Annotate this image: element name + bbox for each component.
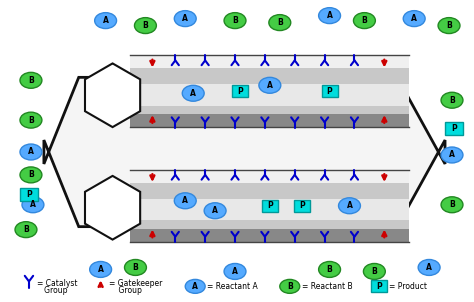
Ellipse shape — [280, 279, 300, 293]
Bar — [372, 280, 387, 292]
Bar — [20, 188, 38, 201]
Text: A: A — [232, 267, 238, 276]
Text: B: B — [449, 96, 455, 105]
Text: B: B — [287, 282, 292, 291]
Ellipse shape — [174, 11, 196, 27]
Ellipse shape — [259, 77, 281, 93]
Text: A: A — [426, 263, 432, 272]
Ellipse shape — [441, 197, 463, 213]
Polygon shape — [44, 77, 445, 226]
Text: B: B — [327, 265, 332, 274]
Polygon shape — [85, 176, 140, 239]
Ellipse shape — [182, 85, 204, 101]
Text: A: A — [28, 147, 34, 156]
Bar — [130, 56, 409, 68]
Ellipse shape — [125, 259, 146, 275]
Bar — [322, 85, 337, 97]
Text: A: A — [411, 14, 417, 23]
Bar — [294, 200, 310, 212]
Text: P: P — [451, 124, 457, 133]
Ellipse shape — [95, 13, 117, 29]
Ellipse shape — [22, 197, 44, 213]
Ellipse shape — [135, 18, 156, 34]
Ellipse shape — [185, 279, 205, 293]
Text: Group: Group — [37, 286, 67, 295]
Bar — [262, 200, 278, 212]
Ellipse shape — [174, 193, 196, 209]
Ellipse shape — [204, 203, 226, 219]
Ellipse shape — [319, 262, 340, 278]
Text: B: B — [28, 116, 34, 125]
Text: A: A — [190, 89, 196, 98]
Text: B: B — [23, 225, 29, 234]
Text: B: B — [28, 170, 34, 179]
Bar — [130, 56, 409, 127]
Text: = Gatekeeper: = Gatekeeper — [109, 279, 162, 288]
Text: B: B — [362, 16, 367, 25]
Ellipse shape — [90, 262, 111, 278]
Text: = Catalyst: = Catalyst — [37, 279, 77, 288]
Ellipse shape — [441, 92, 463, 108]
Text: = Product: = Product — [389, 282, 427, 291]
Text: P: P — [26, 190, 32, 199]
Text: B: B — [143, 21, 148, 30]
Text: B: B — [449, 200, 455, 209]
Text: Group: Group — [109, 286, 141, 295]
Ellipse shape — [441, 147, 463, 163]
Text: A: A — [327, 11, 332, 20]
Bar — [130, 229, 409, 242]
Text: = Reactant A: = Reactant A — [207, 282, 258, 291]
Polygon shape — [85, 63, 140, 127]
Bar — [130, 199, 409, 220]
Text: A: A — [103, 16, 109, 25]
Ellipse shape — [15, 222, 37, 238]
Text: A: A — [98, 265, 103, 274]
Text: B: B — [372, 267, 377, 276]
Ellipse shape — [20, 112, 42, 128]
Ellipse shape — [319, 8, 340, 24]
Text: B: B — [28, 76, 34, 85]
Bar — [232, 85, 248, 97]
Ellipse shape — [269, 14, 291, 31]
Text: A: A — [267, 81, 273, 90]
Ellipse shape — [224, 263, 246, 279]
Bar — [445, 122, 463, 135]
Text: A: A — [212, 206, 218, 215]
Ellipse shape — [438, 18, 460, 34]
Text: B: B — [232, 16, 238, 25]
Text: A: A — [182, 14, 188, 23]
Ellipse shape — [364, 263, 385, 279]
Bar — [130, 84, 409, 106]
Text: P: P — [299, 201, 305, 210]
Text: P: P — [327, 87, 332, 96]
Ellipse shape — [354, 13, 375, 29]
Text: P: P — [267, 201, 273, 210]
Ellipse shape — [338, 198, 360, 214]
Ellipse shape — [20, 167, 42, 183]
Text: A: A — [30, 200, 36, 209]
Text: A: A — [449, 150, 455, 159]
Text: A: A — [192, 282, 198, 291]
Ellipse shape — [418, 259, 440, 275]
Text: B: B — [133, 263, 138, 272]
Bar — [130, 114, 409, 127]
Bar — [130, 170, 409, 242]
Ellipse shape — [403, 11, 425, 27]
Text: P: P — [376, 282, 382, 291]
Ellipse shape — [224, 13, 246, 29]
Ellipse shape — [20, 144, 42, 160]
Text: A: A — [346, 201, 352, 210]
Text: A: A — [182, 196, 188, 205]
Text: = Reactant B: = Reactant B — [302, 282, 352, 291]
Text: B: B — [446, 21, 452, 30]
Text: P: P — [237, 87, 243, 96]
Bar — [130, 170, 409, 183]
Text: B: B — [277, 18, 283, 27]
Ellipse shape — [20, 72, 42, 88]
